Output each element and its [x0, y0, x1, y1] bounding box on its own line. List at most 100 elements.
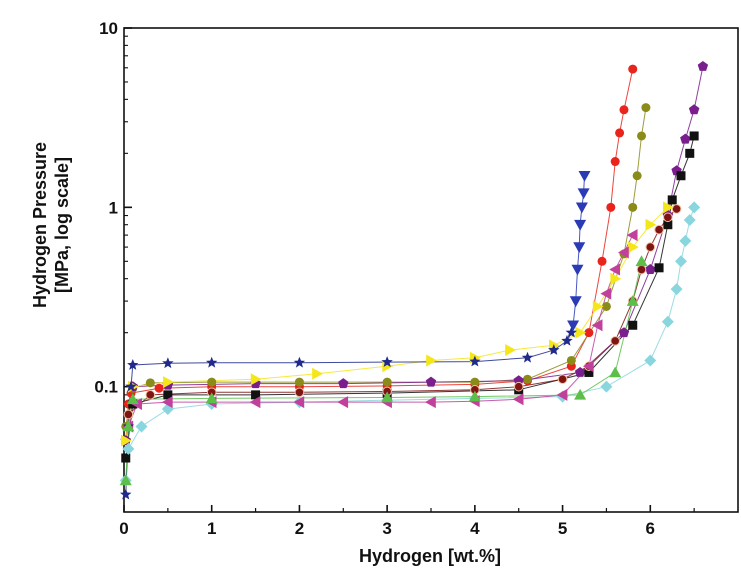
data-point	[569, 296, 582, 308]
data-point	[119, 474, 132, 486]
x-tick-label: 5	[558, 519, 567, 538]
data-point	[584, 367, 594, 377]
series-markers	[119, 255, 648, 486]
data-point	[120, 434, 132, 447]
data-point	[663, 220, 673, 230]
series-line	[125, 332, 572, 495]
data-point	[683, 213, 696, 226]
data-point	[205, 392, 218, 404]
data-point	[636, 264, 647, 275]
data-point	[468, 390, 481, 402]
data-point	[294, 377, 304, 387]
data-point	[645, 218, 657, 231]
data-point	[663, 212, 673, 223]
data-point	[251, 390, 261, 400]
data-point	[566, 355, 576, 365]
data-point	[685, 148, 695, 158]
data-point	[688, 201, 701, 214]
data-point	[674, 255, 687, 268]
data-point	[548, 344, 560, 355]
data-point	[606, 202, 616, 212]
data-point	[505, 344, 516, 357]
data-point	[628, 64, 638, 74]
data-point	[381, 391, 394, 403]
data-point	[571, 264, 584, 276]
data-point	[610, 272, 622, 285]
data-point	[619, 105, 629, 115]
data-point	[425, 396, 436, 409]
data-point	[688, 104, 700, 115]
data-point	[425, 376, 437, 387]
data-point	[145, 390, 156, 400]
data-point	[470, 377, 480, 387]
data-point	[522, 374, 532, 384]
data-point	[601, 301, 611, 311]
data-point	[206, 356, 218, 368]
data-point	[337, 396, 349, 409]
data-point	[382, 377, 392, 387]
x-tick-label: 0	[119, 519, 128, 538]
data-point	[426, 354, 437, 367]
data-point	[154, 383, 164, 393]
data-point	[644, 354, 657, 367]
data-point	[574, 367, 586, 377]
data-point	[293, 396, 305, 409]
data-point	[610, 157, 620, 167]
data-point	[567, 320, 580, 332]
data-point	[249, 396, 261, 409]
data-point	[469, 355, 481, 367]
data-point	[163, 390, 173, 400]
series-markers	[567, 170, 591, 332]
y-axis-title-line2: [MPa, log scale]	[52, 157, 72, 293]
series-markers	[121, 64, 638, 446]
data-point	[338, 378, 349, 389]
data-point	[671, 204, 682, 214]
data-point	[626, 229, 638, 242]
data-point	[584, 328, 594, 338]
data-point	[618, 327, 630, 338]
data-point	[578, 170, 591, 182]
data-point	[577, 188, 590, 200]
x-tick-label: 4	[470, 519, 480, 538]
data-point	[654, 263, 664, 273]
data-point	[120, 488, 132, 500]
data-point	[556, 388, 568, 401]
data-point	[661, 315, 674, 328]
data-point	[163, 376, 174, 389]
data-point	[610, 336, 621, 346]
data-point	[582, 360, 594, 373]
data-point	[207, 377, 217, 387]
data-point	[689, 131, 699, 141]
data-point	[561, 334, 573, 346]
x-tick-label: 6	[646, 519, 655, 538]
data-point	[312, 367, 323, 380]
data-point	[575, 326, 587, 339]
data-point	[628, 320, 638, 330]
series-markers	[123, 204, 682, 420]
data-point	[609, 366, 622, 378]
data-point	[680, 133, 691, 144]
data-point	[667, 195, 677, 205]
data-point	[600, 380, 613, 393]
data-point	[125, 380, 137, 392]
data-point	[123, 409, 134, 420]
data-point	[609, 263, 620, 276]
data-point	[381, 356, 393, 367]
x-tick-label: 3	[382, 519, 391, 538]
data-point	[250, 373, 262, 386]
tick-labels: 0 1 2 3 4 5 6 10 1 0.1	[94, 19, 655, 538]
y-axis-title-line1: Hydrogen Pressure	[30, 142, 50, 308]
series-points	[119, 61, 709, 500]
x-tick-label: 2	[295, 519, 304, 538]
data-point	[575, 202, 588, 214]
data-point	[645, 264, 656, 274]
data-point	[635, 255, 648, 267]
data-point	[697, 61, 709, 71]
data-point	[600, 287, 612, 300]
data-point	[161, 396, 173, 409]
data-point	[512, 393, 524, 406]
data-point	[135, 420, 148, 433]
data-point	[679, 234, 692, 247]
data-point	[637, 131, 647, 141]
data-point	[126, 393, 139, 405]
